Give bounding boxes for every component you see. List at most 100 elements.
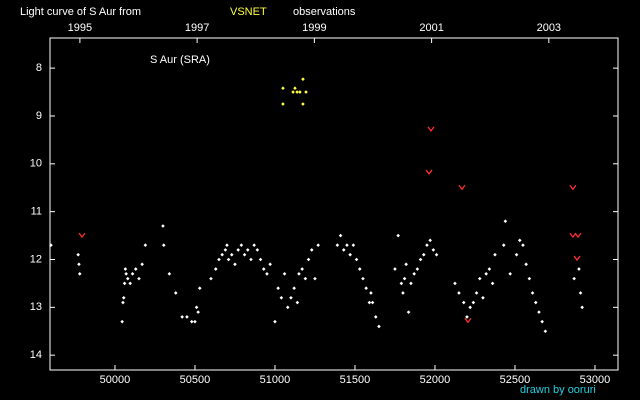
observation — [128, 281, 132, 286]
observation — [123, 267, 128, 271]
observation — [217, 257, 221, 262]
observation — [301, 102, 305, 106]
y-tick-label: 13 — [30, 301, 42, 313]
observation — [530, 291, 535, 295]
observation — [137, 276, 141, 281]
observation — [457, 291, 461, 295]
observation — [193, 319, 197, 324]
title-source: VSNET — [230, 6, 267, 18]
observation — [282, 272, 287, 276]
observation — [401, 291, 405, 295]
y-tick-label: 12 — [30, 253, 42, 265]
observation — [161, 243, 166, 247]
observation — [493, 252, 497, 257]
observation — [537, 310, 541, 314]
observation — [167, 272, 172, 276]
x-tick-label: 50500 — [180, 374, 211, 386]
observation — [265, 272, 269, 276]
observation — [364, 286, 368, 290]
observation — [140, 262, 144, 267]
observation — [300, 267, 304, 271]
y-tick-label: 11 — [31, 206, 42, 218]
observation — [348, 252, 352, 257]
x-tick-label: 52000 — [420, 374, 451, 386]
chart-title: Light curve of S Aur from — [20, 6, 141, 18]
observation — [540, 319, 544, 324]
observation — [425, 243, 429, 247]
observation — [249, 257, 253, 262]
observation — [517, 238, 522, 243]
observation — [533, 300, 538, 305]
observation — [373, 315, 378, 319]
observation — [428, 238, 432, 243]
observation — [213, 267, 218, 271]
observation — [252, 243, 256, 247]
observation — [421, 252, 426, 257]
observation — [239, 243, 244, 247]
observation — [409, 281, 413, 286]
limit-marker — [464, 317, 472, 324]
observation — [361, 276, 365, 281]
observation — [341, 248, 346, 252]
observation — [291, 90, 295, 94]
observation — [161, 224, 165, 228]
observation — [578, 291, 583, 295]
limit-marker — [569, 232, 577, 239]
observation — [316, 243, 320, 247]
limit-marker — [458, 184, 466, 191]
observation — [273, 319, 277, 324]
observation — [233, 262, 237, 267]
observation — [304, 90, 308, 94]
observation — [577, 267, 581, 271]
observation — [225, 243, 229, 247]
observation — [301, 77, 305, 81]
observation — [122, 281, 127, 286]
observation — [396, 233, 400, 238]
observation — [465, 315, 469, 319]
limit-marker — [574, 232, 582, 239]
observation — [121, 295, 126, 300]
limit-marker — [427, 126, 435, 132]
observation — [357, 267, 362, 271]
observation — [309, 248, 314, 252]
observation — [393, 267, 397, 271]
observation — [338, 233, 343, 238]
observation — [514, 252, 519, 257]
observation — [125, 276, 130, 281]
observation — [503, 219, 508, 224]
x-tick-label: 51000 — [260, 374, 291, 386]
limit-marker — [425, 169, 433, 176]
observation — [281, 102, 285, 106]
observation — [418, 257, 423, 262]
observation — [279, 295, 284, 300]
star-label: S Aur (SRA) — [150, 54, 210, 66]
observation — [173, 291, 178, 295]
observation — [197, 286, 202, 290]
x2-tick-label: 1997 — [185, 22, 209, 34]
observation — [226, 257, 231, 262]
observation — [367, 300, 372, 305]
observation — [133, 267, 138, 271]
observation — [501, 243, 506, 247]
observation — [180, 315, 184, 319]
observation — [196, 310, 200, 314]
observation — [258, 257, 263, 262]
y-tick-label: 8 — [36, 62, 42, 74]
limit-marker — [569, 184, 577, 191]
observation — [468, 305, 472, 310]
observation — [313, 276, 317, 281]
observation — [543, 329, 548, 334]
observation — [209, 276, 213, 281]
observation — [298, 90, 302, 94]
observation — [229, 252, 234, 257]
observation — [477, 276, 482, 281]
observation — [370, 300, 375, 305]
observation — [474, 291, 479, 295]
observation — [490, 281, 495, 286]
y-tick-label: 9 — [36, 110, 42, 122]
observation — [185, 315, 189, 319]
observation — [402, 276, 407, 281]
observation — [194, 305, 199, 310]
